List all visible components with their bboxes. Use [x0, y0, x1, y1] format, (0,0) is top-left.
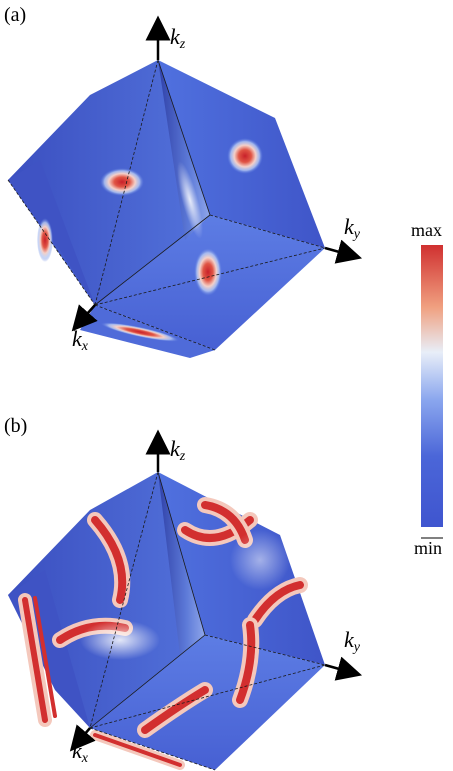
- panel-a-hotspot: [100, 168, 144, 196]
- panel-b-kx-label: kx: [72, 738, 88, 766]
- panel-b-glow: [230, 530, 290, 590]
- panel-b-kz-label: kz: [170, 436, 186, 464]
- panel-b-kx-axis: [69, 724, 96, 752]
- panel-b-glow: [80, 620, 160, 660]
- panel-a-polyhedron: [7, 15, 363, 358]
- panel-a-ky-axis: [324, 239, 363, 264]
- panel-a-edges: [7, 59, 326, 351]
- panel-a-glow: [177, 161, 203, 239]
- panel-a-hotspot: [194, 248, 222, 296]
- panel-a-hotspot: [37, 218, 53, 262]
- panel-a-hotspot: [227, 138, 263, 174]
- panel-a-kz-label: kz: [170, 24, 186, 52]
- panel-b-central-wedge: [158, 472, 205, 655]
- colorbar-max-label: max: [411, 220, 442, 240]
- panel-a-kx-label: kx: [72, 326, 88, 354]
- panel-a-hotspot: [100, 322, 180, 342]
- panel-b-edges: [89, 471, 326, 771]
- panel-b-ky-label: ky: [344, 627, 360, 655]
- panel-b-polyhedron: [8, 429, 363, 771]
- panel-a-ky-label: ky: [344, 214, 360, 242]
- panel-b-label: (b): [4, 415, 28, 437]
- panel-a-kx-axis: [71, 304, 98, 332]
- colorbar: [421, 245, 443, 527]
- colorbar-min-label: min: [414, 538, 443, 558]
- panel-b-ky-axis: [324, 656, 363, 681]
- panel-a-central-wedge: [158, 60, 210, 240]
- panel-a-label: (a): [4, 4, 27, 26]
